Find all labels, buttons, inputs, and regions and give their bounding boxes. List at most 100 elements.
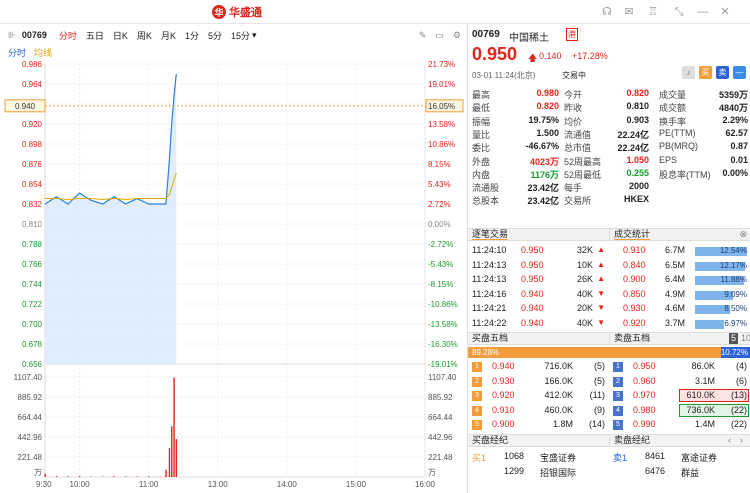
stat-value: HKEX xyxy=(623,194,649,205)
price-tick-label: 0.744 xyxy=(22,280,43,289)
subtab-time[interactable]: 分时 xyxy=(8,48,27,58)
vol-tick-label-right: 664.44 xyxy=(428,413,453,422)
stat-label: 每手 xyxy=(564,183,583,194)
ask-volume: 86.0K xyxy=(691,361,715,371)
stat-value: 4840万 xyxy=(718,103,748,114)
ask-ratio-label: 10.72% xyxy=(720,348,748,357)
price-tick-label: 0.986 xyxy=(22,60,43,69)
tab-15min[interactable]: 15分 xyxy=(230,30,250,41)
time-tick-label: 9:30 xyxy=(36,480,52,489)
pct-tick-label: 8.15% xyxy=(428,160,451,169)
bid-level: 4 xyxy=(472,405,482,416)
price-tick-label: 0.876 xyxy=(22,160,43,169)
shrink-icon[interactable]: ⤡ xyxy=(674,6,684,18)
sell-button[interactable]: 卖 xyxy=(716,66,729,79)
close-icon[interactable]: ✕ xyxy=(720,6,730,18)
tab-day-k[interactable]: 日K xyxy=(112,30,128,41)
more-button[interactable]: — xyxy=(733,66,746,79)
volume-bar xyxy=(173,377,175,477)
bid-broker-row[interactable]: 买1 1068 宝盛证券 xyxy=(468,451,609,464)
chevron-down-icon[interactable]: ▾ xyxy=(252,29,257,40)
window-icon[interactable]: ▭ xyxy=(435,29,444,40)
minimize-icon[interactable]: — xyxy=(697,6,709,18)
quote-time: 03-01 11:24(北京) xyxy=(472,71,536,80)
time-tick-label: 16:00 xyxy=(415,480,436,489)
stats-row: 外盘 4023万 52周最高 1.050 EPS 0.01 xyxy=(468,155,750,168)
tab-5min[interactable]: 5分 xyxy=(207,30,222,41)
ask-price: 0.960 xyxy=(633,375,656,386)
ask-row[interactable]: 2 0.960 3.1M (6) xyxy=(609,376,750,389)
deal-share-bar xyxy=(695,305,730,314)
arrow-down-icon: ▼ xyxy=(597,288,605,298)
intraday-chart[interactable]: 0.98621.73%0.96419.01%0.94216.29%0.92013… xyxy=(0,56,466,493)
bid-row[interactable]: 1 0.940 716.0K (5) xyxy=(468,361,609,374)
market-status: 交易中 xyxy=(562,71,586,80)
deal-row: 0.930 4.6M 8.50% xyxy=(609,303,750,316)
deal-price: 0.850 xyxy=(623,288,646,299)
mail-icon[interactable]: ✉ xyxy=(624,6,634,18)
stat-label: 振幅 xyxy=(472,116,491,127)
price-tick-label: 0.766 xyxy=(22,260,43,269)
pct-tick-label: 21.73% xyxy=(428,60,455,69)
shirt-icon[interactable]: ♖ xyxy=(648,6,658,18)
quote-name: 中国稀土 xyxy=(509,33,549,44)
subtab-avg[interactable]: 均线 xyxy=(34,48,53,58)
stat-value: -46.67% xyxy=(525,141,559,152)
chevron-left-icon[interactable]: ‹ xyxy=(728,435,731,445)
stats-row: 总股本 23.42亿 交易所 HKEX xyxy=(468,194,750,207)
stat-value: 23.42亿 xyxy=(527,183,559,194)
pct-tick-label: 2.72% xyxy=(428,200,451,209)
close-icon[interactable]: ⊗ xyxy=(739,229,747,239)
headset-icon[interactable]: ☊ xyxy=(602,6,612,18)
tab-1min[interactable]: 1分 xyxy=(184,30,199,41)
pencil-icon[interactable]: ✎ xyxy=(418,29,427,40)
ticks-title[interactable]: 逐笔交易 xyxy=(472,229,509,240)
arrow-down-icon: ▼ xyxy=(597,303,605,312)
arrow-up-icon: ▲ xyxy=(597,274,605,283)
broker-name: 招银国际 xyxy=(540,468,577,478)
bid-row[interactable]: 5 0.900 1.8M (14) xyxy=(468,419,609,432)
level-10-button[interactable]: 10 xyxy=(740,333,750,343)
bid-row[interactable]: 4 0.910 460.0K (9) xyxy=(468,405,609,418)
ask-broker-row[interactable]: 卖1 8461 富途证券 xyxy=(609,451,750,464)
settings-icon[interactable]: ⚙ xyxy=(452,29,461,40)
bid-book-title: 买盘五档 xyxy=(472,333,509,343)
sidebar-toggle-icon[interactable]: ⊪ xyxy=(8,29,16,40)
ask-price: 0.980 xyxy=(633,404,656,415)
level-5-button[interactable]: 5 xyxy=(728,333,738,344)
buy-button[interactable]: 买 xyxy=(699,66,712,79)
price-tick-label: 0.898 xyxy=(22,140,43,149)
bid-row[interactable]: 3 0.920 412.0K (11) xyxy=(468,390,609,403)
ask-level: 3 xyxy=(613,391,623,401)
stats-row: 最低 0.820 昨收 0.810 成交额 4840万 xyxy=(468,101,750,114)
deal-pct: 11.88% xyxy=(720,275,747,284)
pct-tick-label: 10.86% xyxy=(428,140,455,149)
deals-title[interactable]: 成交统计 xyxy=(614,229,651,240)
stat-label: 最低 xyxy=(472,103,491,114)
ask-broker-title: 卖盘经纪 xyxy=(614,435,651,445)
tab-time[interactable]: 分时 xyxy=(58,30,77,41)
ask-broker-row[interactable]: 6476 群益 xyxy=(609,466,750,479)
tab-week-k[interactable]: 周K xyxy=(136,30,152,41)
bid-broker-row[interactable]: 1299 招银国际 xyxy=(468,466,609,479)
tab-5day[interactable]: 五日 xyxy=(85,30,104,41)
price-area xyxy=(45,74,177,364)
stat-value: 0.903 xyxy=(626,114,649,125)
ask-level: 5 xyxy=(613,420,623,430)
ask-highlight xyxy=(679,389,749,402)
ask-volume: 3.1M xyxy=(694,375,715,386)
chevron-right-icon[interactable]: › xyxy=(740,435,743,445)
bid-row[interactable]: 2 0.930 166.0K (5) xyxy=(468,376,609,389)
stat-value: 62.57 xyxy=(725,127,748,138)
time-tick-label: 14:00 xyxy=(277,480,298,489)
ask-row[interactable]: 3 0.970 610.0K (13) xyxy=(609,389,750,403)
tab-month-k[interactable]: 月K xyxy=(160,30,176,41)
alarm-bell-icon[interactable]: ♪ xyxy=(682,66,695,79)
deal-share-bar xyxy=(695,290,733,300)
volume-bar xyxy=(175,439,178,477)
ask-row[interactable]: 1 0.950 86.0K (4) xyxy=(609,361,750,374)
bid-ask-ratio-bar: 89.28% 10.72% xyxy=(468,347,750,358)
ask-row[interactable]: 4 0.980 736.0K (22) xyxy=(609,403,750,418)
ask-row[interactable]: 5 0.990 1.4M (22) xyxy=(609,419,750,432)
broker-code: 1068 xyxy=(504,451,525,461)
